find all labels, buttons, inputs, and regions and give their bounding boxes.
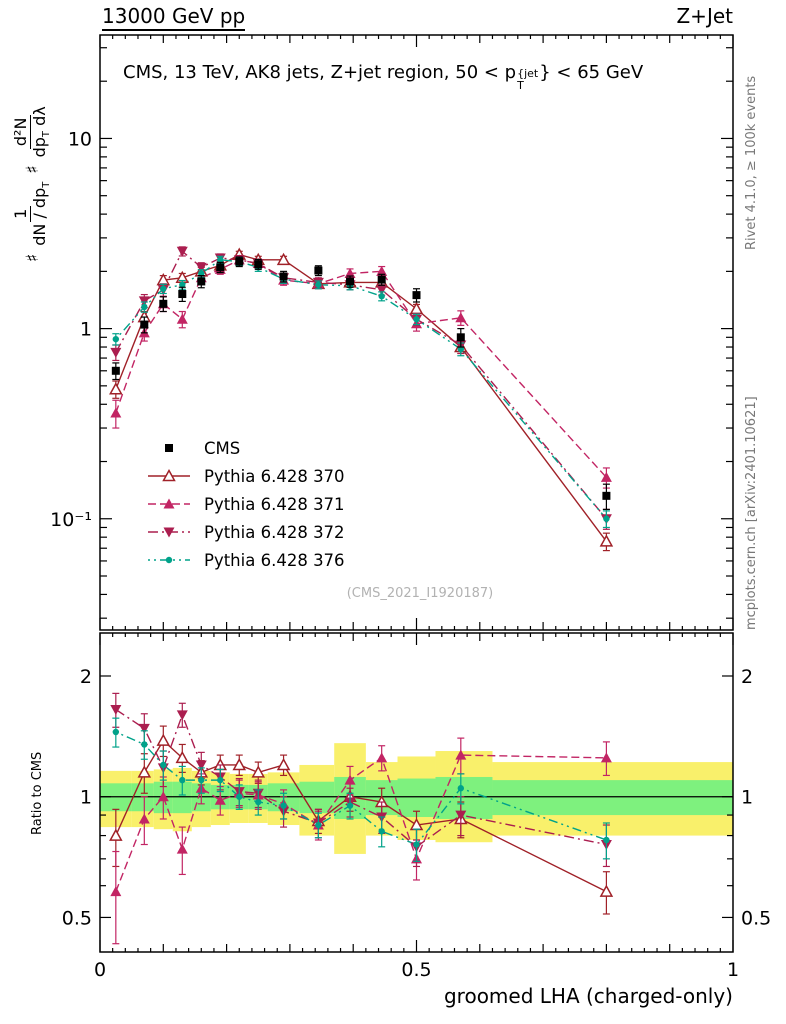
svg-text:1: 1	[727, 959, 739, 981]
svg-text:1: 1	[80, 319, 92, 341]
legend-label: Pythia 6.428 376	[204, 550, 345, 570]
sharp-icon: ♯	[22, 165, 43, 174]
svg-text:2: 2	[80, 666, 92, 688]
svg-text:0.5: 0.5	[62, 907, 92, 929]
ratio-axis-title: Ratio to CMS	[30, 751, 45, 835]
y-title-fraction-1: 1 dN / dpT	[11, 181, 53, 246]
svg-text:10⁻¹: 10⁻¹	[50, 509, 92, 531]
legend-marker-icon	[148, 468, 190, 482]
ratio-panel-frame	[99, 632, 734, 953]
svg-text:0.5: 0.5	[401, 959, 431, 981]
svg-text:10: 10	[68, 128, 92, 150]
legend-marker-icon	[148, 556, 190, 564]
legend-label: CMS	[204, 438, 241, 458]
legend-label: Pythia 6.428 372	[204, 522, 345, 542]
legend-item-Pythia-6-428-376: Pythia 6.428 376	[146, 546, 345, 574]
legend-marker-icon	[148, 527, 190, 538]
plot-title-text: CMS, 13 TeV, AK8 jets, Z+jet region, 50 …	[123, 62, 517, 83]
fraction-denominator: dN / dpT	[30, 181, 53, 246]
legend-marker-icon	[148, 498, 190, 509]
beam-energy-label: 13000 GeV pp	[102, 4, 246, 31]
svg-text:0: 0	[94, 959, 106, 981]
t-subscript: T	[517, 78, 524, 92]
x-axis-title: groomed LHA (charged-only)	[443, 984, 733, 1008]
tick-labels: 0 0.5 1 10 1 10⁻¹ 2 2 1 1 0.5 0.5	[50, 128, 771, 981]
legend-label: Pythia 6.428 371	[204, 494, 345, 514]
main-panel-frame	[99, 34, 734, 631]
y-title-fraction-2: d²N dpT dλ	[11, 106, 53, 158]
legend: CMS Pythia 6.428 370 Pythia 6.428 371 Pythi…	[146, 434, 345, 574]
fraction-numerator: 1	[11, 205, 32, 222]
svg-text:0.5: 0.5	[741, 907, 771, 929]
rivet-version-label: Rivet 4.1.0, ≥ 100k events	[744, 75, 759, 250]
svg-text:2: 2	[741, 666, 753, 688]
sharp-icon: ♯	[22, 253, 43, 262]
fraction-numerator: d²N	[11, 114, 32, 150]
pt-jet-sup-sub: {jet T	[517, 68, 538, 91]
svg-text:1: 1	[741, 787, 753, 809]
series-points-CMS	[111, 256, 611, 510]
legend-item-CMS: CMS	[146, 434, 345, 462]
plot-title: CMS, 13 TeV, AK8 jets, Z+jet region, 50 …	[123, 62, 643, 91]
plot-title-range: } < 65 GeV	[539, 62, 644, 83]
legend-item-Pythia-6-428-370: Pythia 6.428 370	[146, 462, 345, 490]
svg-text:1: 1	[80, 787, 92, 809]
legend-label: Pythia 6.428 370	[204, 466, 345, 486]
fraction-denominator: dpT dλ	[30, 106, 53, 158]
legend-item-Pythia-6-428-371: Pythia 6.428 371	[146, 490, 345, 518]
analysis-id-watermark: (CMS_2021_I1920187)	[346, 586, 494, 601]
legend-item-Pythia-6-428-372: Pythia 6.428 372	[146, 518, 345, 546]
legend-marker-icon	[165, 444, 173, 452]
jet-superscript: {jet	[517, 67, 539, 80]
y-axis-title: ♯ 1 dN / dpT ♯ d²N dpT dλ	[11, 106, 53, 262]
mcplots-arxiv-label: mcplots.cern.ch [arXiv:2401.10621]	[744, 396, 759, 630]
process-label: Z+Jet	[676, 4, 733, 28]
